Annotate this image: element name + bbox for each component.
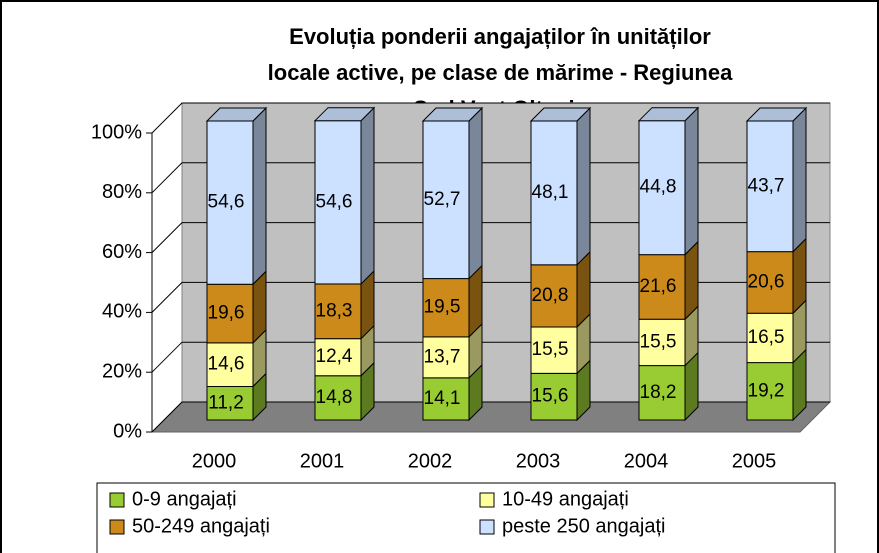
value-label: 54,6 <box>208 192 245 213</box>
value-label: 14,6 <box>208 354 245 375</box>
value-label: 14,8 <box>316 387 353 408</box>
x-tick-label: 2005 <box>732 450 777 472</box>
y-tick-label: 20% <box>102 360 142 382</box>
value-label: 43,7 <box>748 175 785 196</box>
value-label: 11,2 <box>208 392 244 413</box>
value-label: 12,4 <box>316 346 353 367</box>
value-label: 15,5 <box>640 331 677 352</box>
legend-swatch <box>109 519 125 535</box>
value-label: 48,1 <box>532 182 569 203</box>
value-label: 19,6 <box>208 303 245 324</box>
bar <box>314 338 362 377</box>
bar <box>314 120 362 285</box>
bar-side <box>468 106 483 280</box>
bar <box>530 326 578 374</box>
bar <box>638 120 686 256</box>
value-label: 18,2 <box>640 382 677 403</box>
grid-line <box>151 401 830 433</box>
value-label: 16,5 <box>748 327 785 348</box>
legend-swatch <box>109 492 125 508</box>
back-wall <box>181 102 831 403</box>
grid-line <box>151 281 830 313</box>
bar <box>746 312 794 364</box>
value-label: 19,2 <box>748 380 785 401</box>
value-label: 15,5 <box>532 339 569 360</box>
bar <box>206 283 254 344</box>
bar-side <box>576 106 591 267</box>
x-tick-label: 2001 <box>300 450 345 472</box>
bar <box>638 318 686 367</box>
x-tick-label: 2003 <box>516 450 561 472</box>
value-label: 15,6 <box>532 386 569 407</box>
grid-line <box>151 222 830 253</box>
chart-title: locale active, pe clase de mărime - Regi… <box>268 60 733 85</box>
value-label: 14,1 <box>424 388 461 409</box>
y-tick-label: 60% <box>102 241 142 263</box>
value-label: 18,3 <box>316 300 353 321</box>
value-label: 54,6 <box>316 191 353 212</box>
legend-swatch <box>479 492 495 508</box>
legend-label: 0-9 angajați <box>132 488 237 510</box>
legend-label: peste 250 angajați <box>502 515 665 537</box>
bar-top <box>529 107 592 122</box>
legend-label: 50-249 angajați <box>132 515 270 537</box>
bar <box>422 377 470 421</box>
y-tick-label: 0% <box>113 420 142 442</box>
x-tick-label: 2002 <box>408 450 453 472</box>
y-tick-label: 80% <box>102 181 142 203</box>
bar-side <box>792 106 807 253</box>
bar-side <box>360 106 375 286</box>
bar-side <box>684 106 699 256</box>
value-label: 13,7 <box>424 346 461 367</box>
bar-top <box>205 107 268 122</box>
value-label: 20,8 <box>532 285 569 306</box>
bar <box>422 278 470 338</box>
grid-line <box>151 341 830 373</box>
bar-top <box>421 107 484 122</box>
y-tick-label: 40% <box>102 301 142 323</box>
chart-title: Evoluția ponderii angajaților în unități… <box>289 24 711 49</box>
legend <box>96 482 836 553</box>
bar-top <box>313 107 376 122</box>
bar <box>746 362 794 421</box>
bar-top <box>637 107 700 122</box>
bar <box>206 120 254 285</box>
value-label: 44,8 <box>640 177 677 198</box>
legend-swatch <box>479 519 495 535</box>
bar <box>314 375 362 421</box>
grid-line <box>151 102 830 134</box>
x-tick-label: 2004 <box>624 450 669 472</box>
grid-line <box>151 162 830 194</box>
bar <box>530 264 578 328</box>
value-label: 52,7 <box>424 189 461 210</box>
bar <box>530 372 578 421</box>
x-tick-label: 2000 <box>192 450 237 472</box>
bar-side <box>252 106 267 286</box>
value-label: 21,6 <box>640 276 677 297</box>
bar <box>422 336 470 379</box>
y-tick-label: 100% <box>91 121 142 143</box>
value-label: 19,5 <box>424 297 461 318</box>
legend-label: 10-49 angajați <box>502 488 629 510</box>
bar-top <box>745 107 808 122</box>
value-label: 20,6 <box>748 271 785 292</box>
